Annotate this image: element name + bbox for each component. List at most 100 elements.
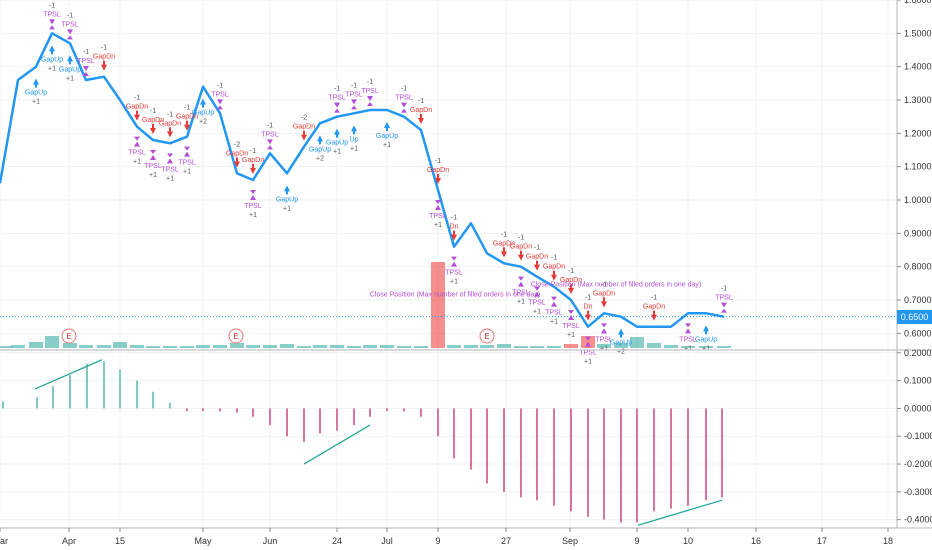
arrow-down-stem (603, 297, 605, 302)
earnings-circle-icon (479, 328, 495, 344)
position-change: +1 (383, 142, 391, 149)
exit-marker-icon (435, 200, 441, 204)
x-tick-label: 9 (435, 536, 440, 546)
signal-label: Dn (584, 304, 593, 311)
position-change: +1 (702, 345, 710, 352)
arrow-down-stem (570, 284, 572, 288)
trade-annotation: GapUp +1 (25, 78, 47, 106)
exit-marker-icon (351, 105, 357, 110)
volume-bar (63, 343, 77, 348)
exit-marker-icon (334, 108, 340, 113)
signal-label: GapDn (643, 304, 665, 311)
signal-label: GapUp (326, 140, 348, 147)
position-change: +1 (149, 172, 157, 179)
exit-arrow-icon (435, 205, 441, 210)
arrow-down-stem (103, 60, 105, 65)
position-change: -1 (250, 148, 256, 155)
earnings-marker[interactable]: E (228, 328, 244, 344)
position-change: +1 (450, 279, 458, 286)
earnings-marker[interactable]: E (479, 328, 495, 344)
x-tick-label: May (194, 536, 212, 546)
price-line (0, 32, 725, 328)
exit-label: TPSL (328, 95, 346, 102)
volume-bar (664, 345, 678, 348)
signal-label: GapDn (226, 150, 248, 157)
signal-label: GapDn (510, 244, 532, 251)
position-change: +1 (584, 359, 592, 366)
exit-arrow-icon (534, 291, 540, 297)
exit-label: TPSL (545, 310, 563, 317)
arrow-up-icon (703, 325, 709, 332)
volume-bar (230, 343, 244, 348)
earnings-letter: E (66, 332, 71, 341)
position-change: -1 (435, 158, 441, 165)
y-tick-label: -0.3000 (904, 487, 932, 497)
trade-annotation: GapUp +2 (309, 135, 331, 162)
oscillator-pane (2, 359, 723, 526)
exit-marker-icon (451, 256, 457, 261)
arrow-up-stem (386, 127, 388, 131)
position-change: +1 (32, 99, 40, 106)
signal-label: GapDn (176, 114, 198, 121)
signal-label: GapUp (276, 196, 298, 203)
trade-annotation: TPSL -1 (261, 122, 279, 150)
exit-label: TPSL (715, 295, 733, 302)
exit-label: TPSL (562, 323, 580, 330)
trade-annotation: TPSL +1 (244, 190, 262, 219)
earnings-marker[interactable]: E (61, 328, 77, 344)
signal-label: GapDn (126, 104, 148, 111)
signal-label: GapDn (526, 254, 548, 261)
x-tick-label: 18 (883, 536, 893, 546)
exit-label: TPSL (445, 270, 463, 277)
position-change: -1 (267, 122, 273, 129)
arrow-down-stem (437, 174, 439, 178)
x-tick-label: 16 (751, 536, 761, 546)
exit-arrow-icon (601, 328, 607, 334)
volume-bar (564, 344, 578, 348)
position-change: +1 (283, 205, 291, 212)
exit-marker-icon (49, 25, 55, 30)
y-tick-label: 1.5000 (904, 28, 932, 38)
exit-label: TPSL (528, 300, 546, 307)
exit-marker-icon (267, 145, 273, 150)
arrow-down-icon (651, 314, 657, 321)
position-change: -1 (568, 268, 574, 275)
signal-label: GapDn (142, 117, 164, 124)
volume-bar (480, 345, 494, 348)
y-tick-label: 1.6000 (904, 0, 932, 5)
position-change: -1 (585, 295, 591, 302)
arrow-down-icon (167, 131, 173, 138)
exit-marker-icon (250, 190, 256, 194)
trade-annotation: GapDn -1 (142, 108, 164, 134)
signal-label: GapDn (493, 240, 515, 247)
exit-marker-icon (217, 105, 223, 110)
exit-label: TPSL (261, 131, 279, 138)
exit-marker-icon (367, 102, 373, 106)
volume-bar (163, 346, 177, 348)
signal-label: GapDn (593, 290, 615, 297)
exit-label: TPSL (61, 21, 79, 28)
volume-bar (29, 342, 43, 348)
arrow-down-stem (536, 260, 538, 265)
trade-annotation: TPSL -1 (77, 49, 95, 76)
volume-bar (246, 345, 260, 348)
arrow-up-icon (200, 98, 206, 105)
close-position-label: Close Position (Max number of filled ord… (370, 292, 540, 299)
arrow-down-stem (520, 250, 522, 255)
volume-bar (146, 346, 160, 348)
y-tick-label: 0.2000 (904, 348, 932, 358)
arrow-down-icon (568, 288, 574, 294)
trade-annotation: GapDn -1 (159, 111, 181, 138)
volume-bar (447, 345, 461, 348)
exit-arrow-icon (267, 139, 273, 145)
arrow-down-icon (250, 168, 256, 174)
x-tick-label: Apr (62, 536, 76, 546)
position-change: +1 (533, 309, 541, 316)
exit-label: TPSL (361, 88, 379, 95)
arrow-up-stem (705, 330, 707, 335)
arrow-up-stem (202, 103, 204, 108)
exit-label: TPSL (429, 213, 447, 220)
exit-marker-icon (83, 72, 89, 76)
position-change: -1 (651, 295, 657, 302)
